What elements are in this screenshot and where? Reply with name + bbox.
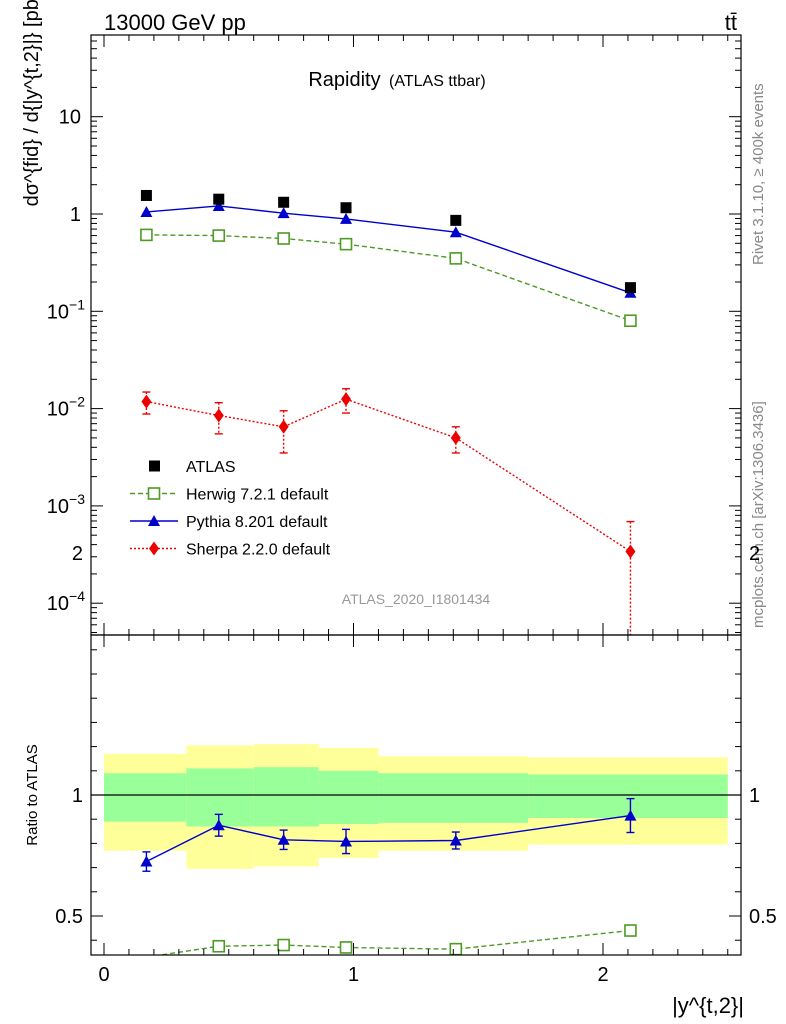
ratio-y-tick-label: 0.5 xyxy=(55,906,83,928)
x-tick-label: 1 xyxy=(348,964,359,986)
y-tick-label: 10−4 xyxy=(47,588,85,615)
data-uncertainty-band xyxy=(91,744,741,869)
herwig-point xyxy=(212,229,226,242)
pythia-ratio-point xyxy=(212,819,225,831)
legend-marker-pythia xyxy=(148,515,160,526)
legend: ATLAS Herwig 7.2.1 default Pythia 8.201 de… xyxy=(130,459,331,559)
sherpa-point xyxy=(141,394,152,409)
legend-label: ATLAS xyxy=(186,459,236,476)
legend-marker-sherpa xyxy=(149,541,159,556)
band-inner xyxy=(528,774,728,818)
ratio-y-tick-label-right: 2 xyxy=(749,543,760,565)
pythia-point xyxy=(449,226,462,238)
y-tick-label: 1 xyxy=(70,204,81,226)
sherpa-point xyxy=(450,430,461,445)
atlas-data-point xyxy=(624,282,636,294)
legend-label: Sherpa 2.2.0 default xyxy=(186,542,331,559)
ratio-y-tick-label-right: 1 xyxy=(749,785,760,807)
herwig-point xyxy=(339,237,353,251)
ratio-y-tick-label-right: 0.5 xyxy=(749,906,777,928)
atlas-data-point xyxy=(278,196,290,208)
y-axis-label: dσ^{fid} / d{|y^{t,2}|} [pb] xyxy=(21,0,43,206)
herwig-ratio-point xyxy=(277,938,290,952)
atlas-data-point xyxy=(213,193,225,205)
band-inner xyxy=(186,768,254,827)
herwig-line xyxy=(146,234,631,322)
data-markers xyxy=(140,189,637,559)
pythia-line xyxy=(146,205,631,294)
pythia-point xyxy=(140,205,153,217)
ratio-series xyxy=(140,797,637,955)
herwig-ratio-point xyxy=(624,924,637,937)
band-inner xyxy=(253,767,319,827)
energy-label: 13000 GeV pp xyxy=(104,10,246,35)
legend-marker-atlas xyxy=(149,460,160,472)
pythia-ratio-line xyxy=(146,814,631,863)
chart-title: Rapidity (ATLAS ttbar) xyxy=(308,69,485,91)
herwig-point xyxy=(277,232,290,245)
ratio-axis-label: Ratio to ATLAS xyxy=(24,744,41,845)
legend-label: Herwig 7.2.1 default xyxy=(186,487,329,504)
rivet-label: Rivet 3.1.10, ≥ 400k events xyxy=(750,83,767,265)
axes: 10−4 10−3 10−2 10−1 1 10 0.5 0.5 1 1 2 2 0 1 2 xyxy=(47,34,777,986)
atlas-data-point xyxy=(450,214,462,226)
band-inner xyxy=(378,773,529,823)
title-sub: (ATLAS ttbar) xyxy=(389,73,486,90)
y-tick-label: 10 xyxy=(59,107,81,129)
atlas-data-point xyxy=(340,202,352,214)
herwig-ratio-point xyxy=(212,939,226,953)
sherpa-point xyxy=(278,419,289,434)
atlas-data-point xyxy=(140,189,152,201)
pythia-ratio-point xyxy=(140,855,153,867)
pythia-ratio-point xyxy=(340,835,353,847)
process-label: tt̄ xyxy=(725,10,737,35)
sherpa-line xyxy=(146,398,631,553)
herwig-ratio-point xyxy=(339,941,353,954)
herwig-point xyxy=(449,252,463,265)
pythia-point xyxy=(277,207,290,219)
x-tick-label: 0 xyxy=(98,964,109,986)
legend-marker-herwig xyxy=(147,487,161,500)
herwig-ratio-line xyxy=(155,929,631,955)
sherpa-point xyxy=(213,408,224,423)
band-inner xyxy=(104,773,187,822)
y-axis-label-text: dσ^{fid} / d{|y^{t,2}|} [pb] xyxy=(21,0,43,206)
pythia-ratio-point xyxy=(277,833,290,845)
x-tick-label: 2 xyxy=(597,964,608,986)
pythia-ratio-point xyxy=(624,809,637,821)
pythia-ratio-point xyxy=(449,834,462,846)
ratio-y-tick-label: 2 xyxy=(72,543,83,565)
herwig-point xyxy=(140,228,153,242)
x-axis-label: |y^{t,2}| xyxy=(672,993,744,1018)
y-tick-label: 10−3 xyxy=(47,491,85,518)
pythia-point xyxy=(212,199,225,211)
analysis-id: ATLAS_2020_I1801434 xyxy=(342,591,491,607)
mcplots-label: mcplots.cern.ch [arXiv:1306.3436] xyxy=(750,401,767,628)
sherpa-point xyxy=(341,392,352,407)
legend-label: Pythia 8.201 default xyxy=(186,514,328,531)
band-inner xyxy=(318,770,379,825)
title-main: Rapidity xyxy=(308,69,380,91)
herwig-point xyxy=(624,314,637,328)
y-tick-label: 10−1 xyxy=(47,296,85,323)
herwig-ratio-point xyxy=(449,942,463,955)
ratio-y-tick-label: 1 xyxy=(72,785,83,807)
pythia-point xyxy=(340,212,353,224)
sherpa-point xyxy=(625,544,636,559)
y-tick-label: 10−2 xyxy=(47,394,85,421)
